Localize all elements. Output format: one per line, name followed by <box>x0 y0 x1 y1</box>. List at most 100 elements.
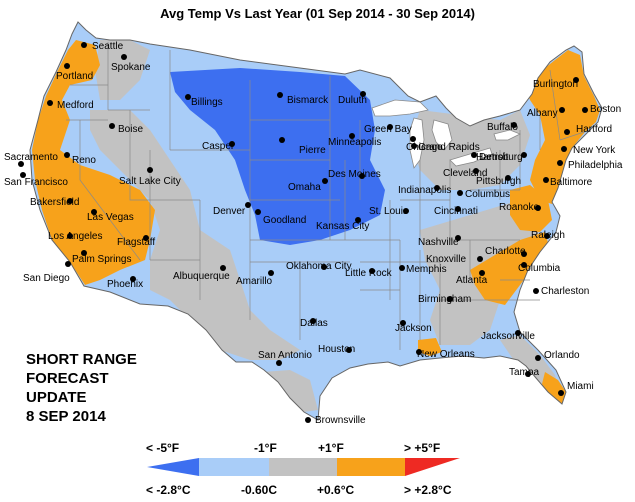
map-title: Avg Temp Vs Last Year (01 Sep 2014 - 30 … <box>160 6 475 21</box>
city-dot <box>543 177 549 183</box>
city-marker: Indianapolis <box>398 185 451 196</box>
city-dot <box>143 235 149 241</box>
city-marker: Boston <box>582 104 621 115</box>
lake-michigan <box>409 117 425 169</box>
city-dot <box>245 202 251 208</box>
city-marker: Goodland <box>255 209 306 226</box>
city-dot <box>355 217 361 223</box>
city-label: Amarillo <box>236 276 273 287</box>
legend-bottom-label-2: +0.6°C <box>317 483 354 497</box>
city-label: Brownsville <box>315 415 366 426</box>
city-marker: Jackson <box>395 320 432 334</box>
city-dot <box>91 209 97 215</box>
city-label: San Francisco <box>4 177 68 188</box>
city-label: Denver <box>213 206 246 217</box>
city-marker: Knoxville <box>426 254 483 265</box>
city-label: Philadelphia <box>568 160 623 171</box>
city-dot <box>455 235 461 241</box>
city-marker: Miami <box>558 381 594 396</box>
city-marker: Cleveland <box>443 168 487 179</box>
city-marker: Billings <box>185 94 223 108</box>
city-dot <box>279 137 285 143</box>
city-dot <box>81 250 87 256</box>
city-label: Bismarck <box>287 95 329 106</box>
city-dot <box>559 107 565 113</box>
city-dot <box>471 152 477 158</box>
city-dot <box>411 143 417 149</box>
city-marker: New York <box>561 145 616 156</box>
city-label: Dallas <box>300 318 328 329</box>
city-label: Memphis <box>406 264 447 275</box>
forecast-label-line-4: 8 SEP 2014 <box>26 408 106 425</box>
city-label: Billings <box>191 97 223 108</box>
city-marker: Harrisburg <box>476 152 527 163</box>
city-dot <box>544 233 550 239</box>
city-label: San Diego <box>23 273 70 284</box>
city-marker: Boise <box>109 123 143 135</box>
city-dot <box>81 42 87 48</box>
city-label: St. Louis <box>369 206 408 217</box>
city-label: Green Bay <box>364 124 412 135</box>
city-label: Goodland <box>263 215 306 226</box>
city-dot <box>434 185 440 191</box>
city-marker: Brownsville <box>305 415 366 426</box>
city-dot <box>359 173 365 179</box>
city-dot <box>447 296 453 302</box>
city-dot <box>573 77 579 83</box>
city-label: Birmingham <box>418 294 471 305</box>
city-dot <box>416 349 422 355</box>
city-marker: Spokane <box>111 54 151 73</box>
lake-erie <box>449 147 493 167</box>
city-label: Reno <box>72 155 96 166</box>
city-marker: Las Vegas <box>87 209 134 223</box>
city-marker: Birmingham <box>418 294 471 305</box>
city-marker: Albany <box>527 107 565 119</box>
city-dot <box>369 268 375 274</box>
city-marker: San Francisco <box>4 172 68 188</box>
city-marker: Atlanta <box>456 270 488 286</box>
legend: < -5°F -1°F +1°F > +5°F < -2.8°C -0.60C … <box>146 441 460 497</box>
state-borders <box>66 42 591 350</box>
city-marker: Burlington <box>533 77 579 90</box>
city-marker: Roanoke <box>499 202 541 213</box>
city-dot <box>473 168 479 174</box>
city-marker: Tampa <box>509 367 539 378</box>
city-label: Oklahoma City <box>286 261 352 272</box>
lake-huron <box>431 119 453 151</box>
city-marker: Bakersfield <box>30 197 79 208</box>
city-marker: Duluth <box>338 91 367 106</box>
city-dot <box>321 264 327 270</box>
city-marker: Des Moines <box>328 169 381 180</box>
city-label: Medford <box>57 100 94 111</box>
city-dot <box>525 371 531 377</box>
city-marker: Jacksonville <box>481 330 535 342</box>
city-dot <box>229 141 235 147</box>
city-label: Charleston <box>541 286 589 297</box>
city-marker: Pittsburgh <box>476 175 521 187</box>
city-dot <box>121 54 127 60</box>
city-marker: Charleston <box>533 286 589 297</box>
city-dot <box>310 318 316 324</box>
legend-swatch-much-colder <box>147 458 199 476</box>
city-dot <box>557 160 563 166</box>
city-marker: Phoenix <box>107 276 143 290</box>
city-marker: Cincinnati <box>434 206 478 217</box>
city-dot <box>505 175 511 181</box>
city-label: Jacksonville <box>481 331 535 342</box>
region-warmer-virginia <box>510 185 552 232</box>
city-dot <box>561 146 567 152</box>
city-dot <box>147 167 153 173</box>
city-label: Los Angeles <box>48 231 103 242</box>
city-dot <box>455 206 461 212</box>
city-label: Columbia <box>518 263 561 274</box>
city-marker: Palm Springs <box>72 250 131 265</box>
city-dot <box>67 233 73 239</box>
forecast-label: SHORT RANGE FORECAST UPDATE 8 SEP 2014 <box>26 350 137 426</box>
city-marker: Columbus <box>457 189 510 200</box>
city-marker: Minneapolis <box>328 133 381 148</box>
city-label: Seattle <box>92 41 124 52</box>
city-label: Indianapolis <box>398 185 451 196</box>
city-dot <box>403 208 409 214</box>
cities-layer: Seattle Spokane Portland Medford Boise Reno Sa… <box>4 41 623 426</box>
